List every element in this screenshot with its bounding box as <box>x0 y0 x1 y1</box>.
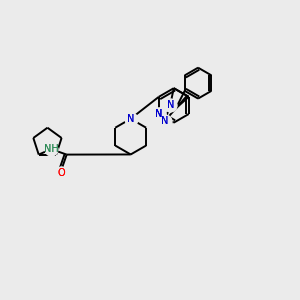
Text: N: N <box>155 109 163 119</box>
Text: N: N <box>167 100 174 110</box>
Text: N: N <box>167 100 174 110</box>
Text: N: N <box>127 114 134 124</box>
Text: O: O <box>58 168 65 178</box>
Text: O: O <box>58 168 65 178</box>
Text: N: N <box>161 116 169 126</box>
Text: N: N <box>155 109 163 119</box>
Text: N: N <box>127 114 134 124</box>
Text: NH: NH <box>44 144 58 154</box>
Text: N: N <box>161 116 169 126</box>
Text: NH: NH <box>44 144 58 154</box>
Text: N: N <box>155 109 163 119</box>
